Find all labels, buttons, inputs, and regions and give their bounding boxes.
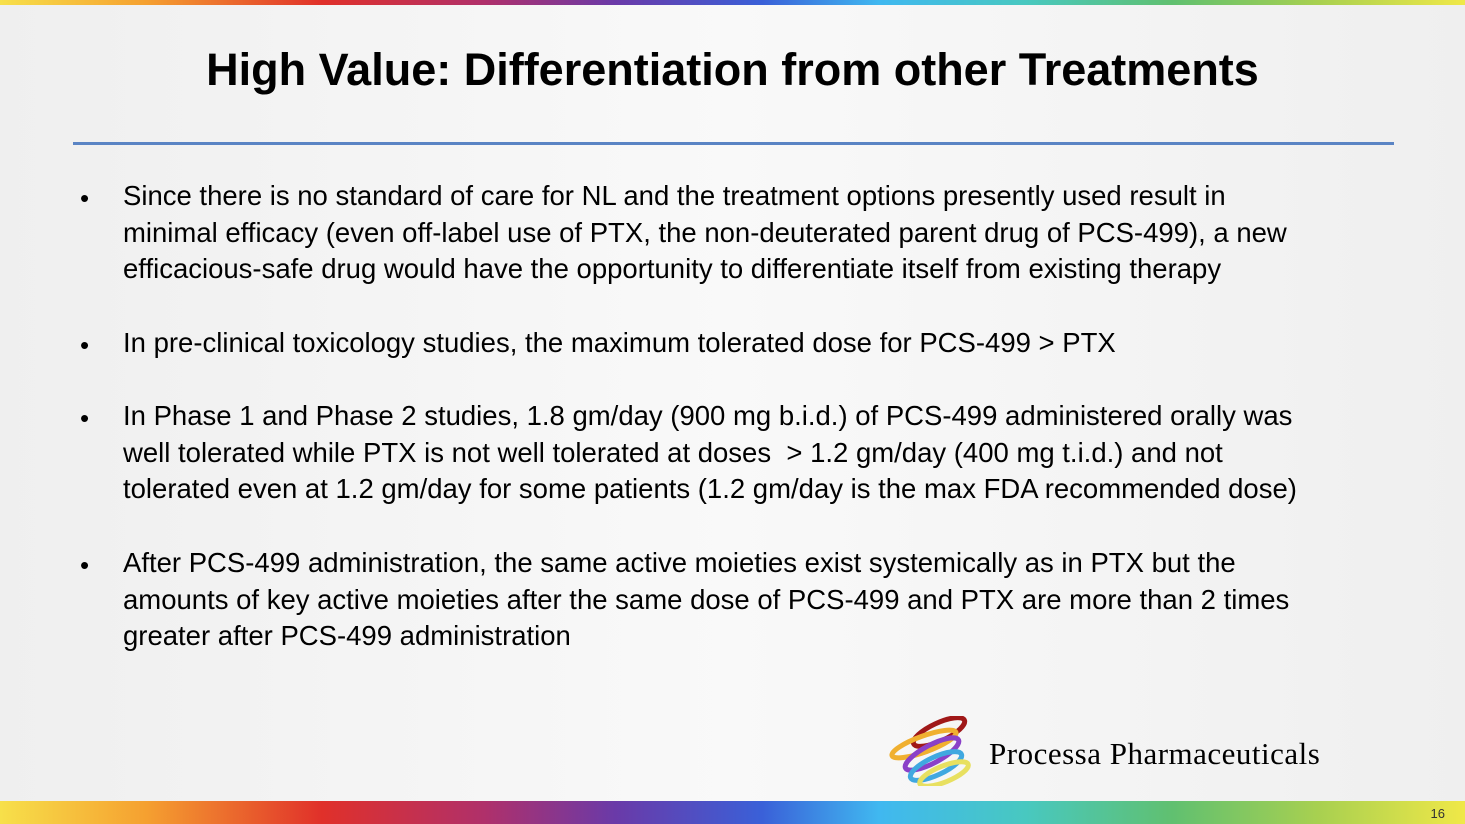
bullet-line: tolerated even at 1.2 gm/day for some pa… [123, 473, 1297, 504]
bullet-line: amounts of key active moieties after the… [123, 584, 1290, 615]
bullet-line: After PCS-499 administration, the same a… [123, 547, 1236, 578]
bullet-line: In Phase 1 and Phase 2 studies, 1.8 gm/d… [123, 400, 1293, 431]
bullet-dot: • [80, 330, 90, 360]
page-number: 16 [1430, 806, 1445, 821]
bullet-line: greater after PCS-499 administration [123, 620, 571, 651]
bottom-rainbow-bar [0, 801, 1465, 824]
brand-name: Processa Pharmaceuticals [989, 736, 1321, 771]
bullet-line: minimal efficacy (even off-label use of … [123, 217, 1287, 248]
bullet-line: efficacious-safe drug would have the opp… [123, 253, 1222, 284]
bullet-dot: • [80, 183, 90, 213]
processa-logo-icon [889, 716, 971, 786]
bullet-line: well tolerated while PTX is not well tol… [123, 437, 1223, 468]
bullet-dot: • [80, 403, 90, 433]
slide-title: High Value: Differentiation from other T… [206, 44, 1259, 95]
bullet-dot: • [80, 550, 90, 580]
bullet-line: Since there is no standard of care for N… [123, 180, 1226, 211]
bullet-line: In pre-clinical toxicology studies, the … [123, 327, 1116, 358]
top-rainbow-bar [0, 0, 1465, 5]
title-divider [73, 142, 1394, 145]
